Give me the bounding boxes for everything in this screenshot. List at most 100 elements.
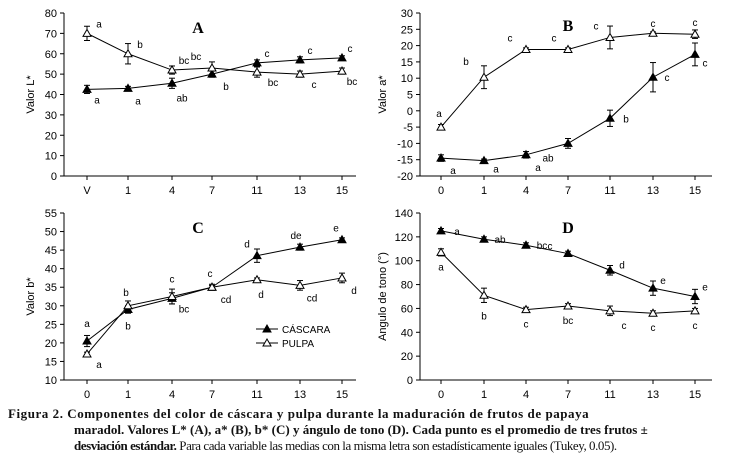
- y-tick-label: -15: [397, 155, 413, 167]
- point-pulpa: [82, 28, 92, 37]
- y-tick-label: 140: [395, 208, 413, 220]
- significance-letter: a: [135, 96, 141, 107]
- y-axis-label: Angulo de tono (°): [377, 252, 389, 341]
- x-tick-label: 11: [604, 389, 615, 401]
- x-tick-label: 15: [689, 185, 701, 197]
- x-tick-label: 13: [647, 185, 659, 197]
- significance-letter: c: [524, 320, 529, 331]
- legend-label: PULPA: [282, 339, 314, 350]
- significance-letter: c: [348, 44, 353, 55]
- figure-caption: Figura 2. Componentes del color de cásca…: [8, 406, 722, 454]
- significance-letter: b: [223, 82, 229, 93]
- point-cascara: [521, 240, 531, 249]
- point-cascara: [479, 234, 489, 243]
- significance-letter: b: [137, 40, 143, 51]
- point-cascara: [82, 336, 92, 345]
- x-tick-label: 4: [169, 389, 175, 401]
- x-tick-label: 15: [689, 389, 701, 401]
- significance-letter: c: [622, 321, 627, 332]
- significance-letter: ab: [494, 235, 506, 246]
- chart-panel-C: 10 15 20 25 30 35 40 45 50 55 0 1 4 7 11 13 15 Valor b* Ca…: [25, 208, 357, 401]
- point-cascara: [605, 265, 615, 274]
- significance-letter: e: [333, 224, 339, 235]
- point-cascara: [252, 57, 262, 67]
- point-pulpa: [690, 305, 700, 315]
- y-tick-label: 25: [45, 319, 57, 331]
- y-tick-label: 25: [401, 24, 413, 36]
- point-cascara: [521, 149, 531, 159]
- point-pulpa: [605, 32, 615, 41]
- significance-letter: a: [96, 360, 102, 371]
- panel-letter: B: [563, 18, 574, 35]
- series-cascara: a ab bc c d e e: [436, 225, 708, 305]
- point-cascara: [479, 155, 489, 165]
- y-tick-label: 20: [401, 351, 413, 363]
- x-tick-label: 13: [294, 389, 306, 401]
- significance-letter: a: [84, 319, 90, 330]
- y-tick-label: 15: [45, 356, 57, 368]
- point-cascara: [123, 83, 133, 92]
- point-pulpa: [337, 66, 347, 75]
- x-tick-label: 7: [565, 185, 571, 197]
- significance-letter: a: [454, 227, 460, 238]
- point-pulpa: [252, 67, 262, 76]
- legend-marker: [262, 337, 272, 347]
- point-pulpa: [563, 301, 573, 310]
- y-tick-label: 10: [45, 151, 57, 163]
- point-cascara: [605, 113, 615, 122]
- panel-letter: A: [192, 20, 204, 37]
- series-pulpa: abc bc c c c: [436, 247, 700, 334]
- point-pulpa: [605, 305, 615, 315]
- point-cascara: [648, 283, 658, 292]
- y-tick-label: 80: [401, 280, 413, 292]
- point-pulpa: [436, 122, 446, 131]
- panel-letter: D: [562, 220, 574, 237]
- x-tick-label: 0: [438, 185, 444, 197]
- significance-letter: cd: [221, 295, 232, 306]
- significance-letter: cd: [307, 293, 318, 304]
- significance-letter: e: [702, 283, 708, 294]
- y-tick-label: 20: [45, 130, 57, 142]
- y-tick-label: 70: [45, 28, 57, 40]
- point-pulpa: [295, 280, 305, 289]
- x-tick-label: V: [83, 185, 91, 197]
- significance-letter: c: [170, 274, 175, 285]
- legend-marker: [262, 323, 272, 333]
- point-cascara: [436, 225, 446, 235]
- x-tick-label: 7: [209, 389, 215, 401]
- y-tick-label: 60: [45, 49, 57, 61]
- y-tick-label: 0: [51, 171, 57, 183]
- significance-letter: a: [438, 262, 444, 273]
- x-tick-label: 11: [604, 185, 615, 197]
- caption-line-3-text: Para cada variable las medias con la mis…: [176, 438, 617, 453]
- point-pulpa: [207, 282, 217, 291]
- x-tick-label: 11: [251, 389, 262, 401]
- y-tick-label: 60: [401, 303, 413, 315]
- y-tick-label: 15: [401, 57, 413, 69]
- point-cascara: [337, 52, 347, 62]
- significance-letter: d: [351, 286, 357, 297]
- significance-letter: d: [258, 290, 264, 301]
- significance-letter: a: [450, 166, 456, 177]
- caption-line-1: Figura 2. Componentes del color de cásca…: [8, 406, 590, 421]
- significance-letter: c: [208, 269, 213, 280]
- y-tick-label: 50: [45, 69, 57, 81]
- significance-letter: b: [481, 311, 487, 322]
- significance-letter: c: [703, 58, 708, 69]
- y-tick-label: 45: [45, 245, 57, 257]
- significance-letter: bc: [268, 78, 279, 89]
- y-tick-label: 50: [45, 227, 57, 239]
- significance-letter: a: [94, 95, 100, 106]
- significance-letter: bc: [563, 316, 574, 327]
- significance-letter: c: [312, 80, 317, 91]
- caption-line-3: desviación estándar. Para cada variable …: [8, 438, 722, 454]
- significance-letter: e: [660, 276, 666, 287]
- point-cascara: [648, 72, 658, 81]
- significance-letter: a: [436, 109, 442, 120]
- point-cascara: [295, 242, 305, 251]
- y-tick-label: 10: [45, 375, 57, 387]
